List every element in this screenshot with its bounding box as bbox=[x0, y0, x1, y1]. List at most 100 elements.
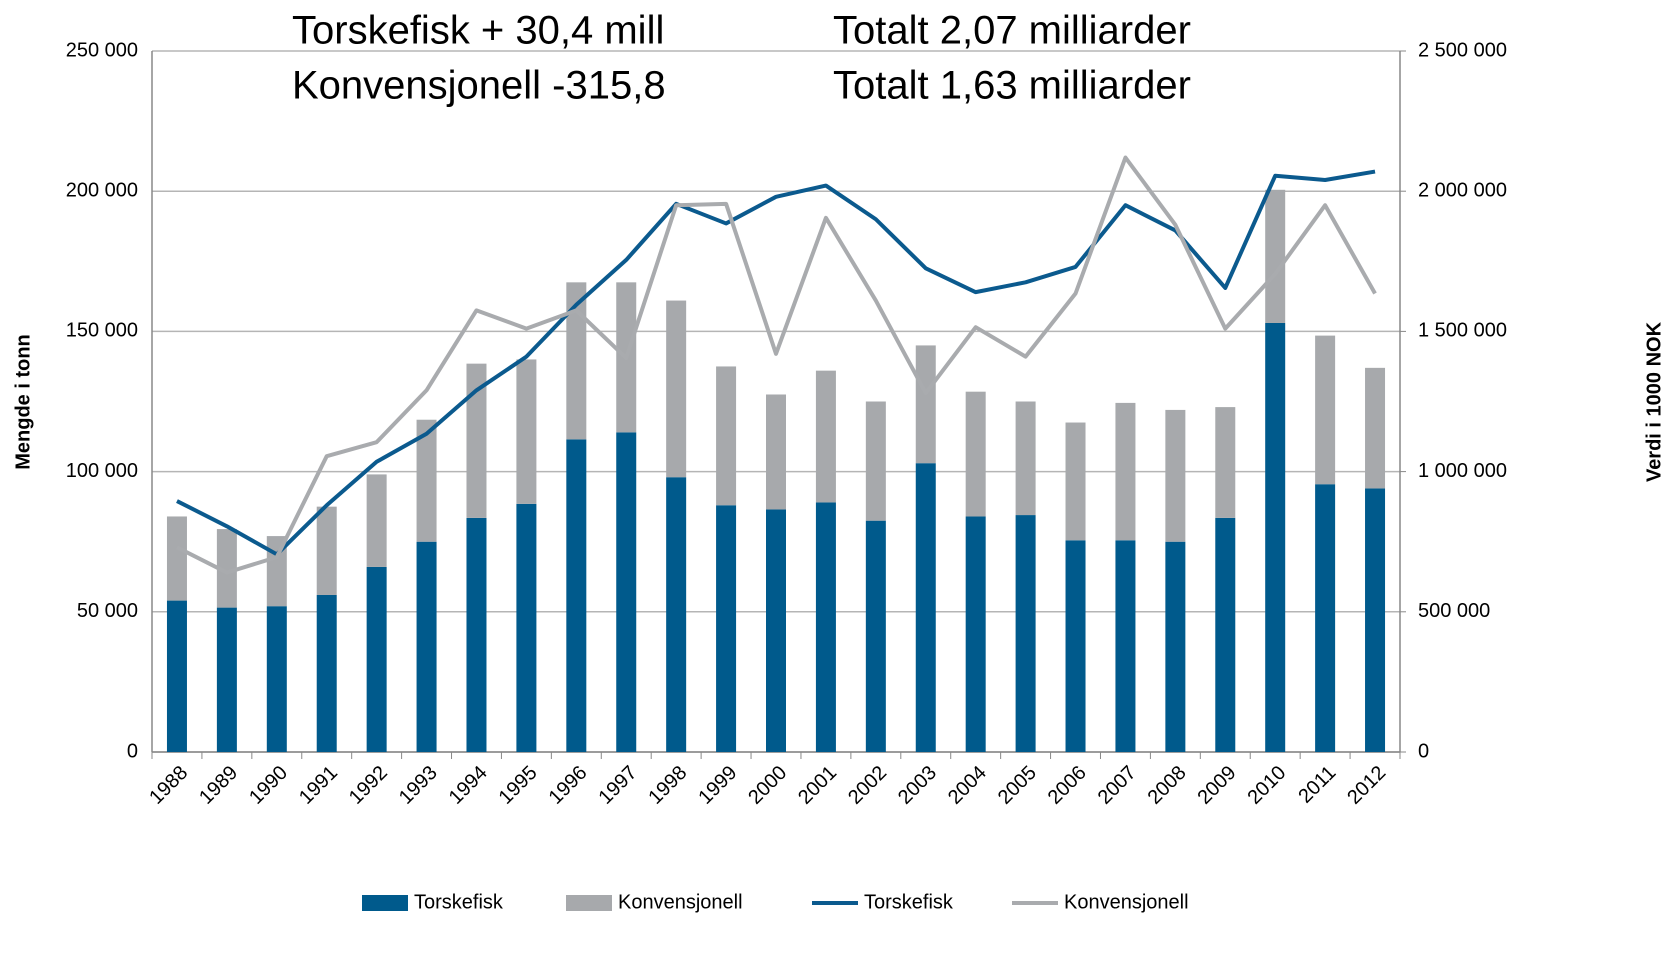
bar bbox=[216, 607, 237, 752]
bar bbox=[1065, 422, 1086, 541]
bar bbox=[666, 300, 687, 478]
y-axis-label: Mengde i tonn bbox=[12, 334, 34, 470]
x-tick-label: 1989 bbox=[195, 762, 242, 809]
legend-swatch bbox=[362, 895, 408, 911]
legend-label: Torskefisk bbox=[864, 891, 954, 913]
bar bbox=[1315, 484, 1336, 752]
bar bbox=[1265, 322, 1286, 752]
x-tick-label: 1993 bbox=[395, 762, 442, 809]
bar bbox=[716, 505, 737, 752]
y-tick-label: 100 000 bbox=[66, 460, 138, 482]
bar bbox=[216, 529, 237, 608]
y2-tick-label: 2 000 000 bbox=[1418, 179, 1507, 201]
x-tick-label: 1999 bbox=[694, 762, 741, 809]
bar bbox=[915, 345, 936, 464]
x-tick-label: 2011 bbox=[1294, 762, 1340, 808]
bar bbox=[166, 516, 187, 601]
bar bbox=[716, 366, 737, 506]
bar bbox=[616, 432, 637, 752]
bar bbox=[166, 600, 187, 752]
bar bbox=[865, 520, 886, 752]
legend-swatch bbox=[566, 895, 612, 911]
x-tick-label: 2000 bbox=[744, 762, 791, 809]
annotation: Torskefisk + 30,4 mill bbox=[292, 9, 664, 53]
bar bbox=[965, 391, 986, 517]
x-tick-label: 2004 bbox=[944, 762, 991, 809]
x-tick-label: 1990 bbox=[245, 762, 292, 809]
bar bbox=[666, 477, 687, 752]
x-tick-label: 2012 bbox=[1343, 762, 1390, 809]
annotation: Totalt 1,63 milliarder bbox=[833, 64, 1191, 108]
bar bbox=[1165, 541, 1186, 752]
y2-tick-label: 0 bbox=[1418, 740, 1429, 762]
bar bbox=[865, 401, 886, 521]
x-tick-label: 1995 bbox=[495, 762, 542, 809]
bar bbox=[316, 506, 337, 595]
x-tick-label: 2010 bbox=[1243, 762, 1290, 809]
bar bbox=[566, 282, 587, 440]
bar bbox=[1215, 407, 1236, 518]
bar bbox=[1065, 540, 1086, 752]
bar bbox=[1315, 335, 1336, 485]
line bbox=[176, 169, 1376, 557]
legend-label: Konvensjonell bbox=[618, 891, 743, 913]
y-tick-label: 200 000 bbox=[66, 179, 138, 201]
x-tick-label: 2005 bbox=[994, 762, 1041, 809]
y2-tick-label: 500 000 bbox=[1418, 600, 1490, 622]
bar bbox=[316, 594, 337, 752]
annotation: Totalt 2,07 milliarder bbox=[833, 9, 1191, 53]
bar bbox=[366, 474, 387, 567]
y-tick-label: 50 000 bbox=[77, 600, 138, 622]
bar bbox=[1015, 401, 1036, 516]
bar bbox=[416, 541, 437, 752]
bar bbox=[366, 566, 387, 752]
y2-tick-label: 2 500 000 bbox=[1418, 39, 1507, 61]
y2-tick-label: 1 000 000 bbox=[1418, 460, 1507, 482]
annotation: Konvensjonell -315,8 bbox=[292, 64, 666, 108]
x-tick-label: 2008 bbox=[1144, 762, 1191, 809]
y-tick-label: 150 000 bbox=[66, 320, 138, 342]
bar bbox=[1115, 402, 1136, 541]
bar bbox=[766, 509, 786, 752]
bar bbox=[815, 502, 836, 752]
x-tick-label: 1998 bbox=[644, 762, 691, 809]
bar bbox=[416, 419, 437, 542]
bar bbox=[1165, 409, 1186, 542]
bar bbox=[915, 463, 936, 752]
y-tick-label: 0 bbox=[127, 740, 138, 762]
bar bbox=[1265, 189, 1286, 323]
y-tick-label: 250 000 bbox=[66, 39, 138, 61]
legend-label: Torskefisk bbox=[414, 891, 504, 913]
x-tick-label: 1988 bbox=[145, 762, 192, 809]
legend-label: Konvensjonell bbox=[1064, 891, 1189, 913]
bar bbox=[466, 517, 487, 752]
bar bbox=[1365, 488, 1386, 752]
bar bbox=[1215, 517, 1236, 752]
line bbox=[176, 155, 1377, 575]
x-tick-label: 2001 bbox=[794, 762, 841, 809]
y2-tick-label: 1 500 000 bbox=[1418, 320, 1507, 342]
bar bbox=[516, 503, 537, 752]
x-tick-label: 2002 bbox=[844, 762, 891, 809]
bar bbox=[965, 516, 986, 752]
x-tick-label: 1996 bbox=[545, 762, 592, 809]
bar bbox=[1115, 540, 1136, 752]
x-tick-label: 1992 bbox=[345, 762, 392, 809]
bar bbox=[766, 394, 786, 510]
x-tick-label: 2009 bbox=[1194, 762, 1241, 809]
bar bbox=[516, 359, 537, 504]
x-tick-label: 2006 bbox=[1044, 762, 1091, 809]
x-tick-label: 2003 bbox=[894, 762, 941, 809]
bar bbox=[1365, 367, 1386, 489]
bar bbox=[566, 439, 587, 752]
bar bbox=[266, 606, 287, 752]
x-tick-label: 1994 bbox=[445, 762, 492, 809]
x-tick-label: 1991 bbox=[295, 762, 342, 809]
bar bbox=[466, 363, 487, 518]
bar bbox=[1015, 515, 1036, 752]
x-tick-label: 1997 bbox=[594, 762, 641, 809]
y2-axis-label: Verdi i 1000 NOK bbox=[1643, 321, 1665, 482]
x-tick-label: 2007 bbox=[1094, 762, 1141, 809]
bar bbox=[815, 370, 836, 503]
